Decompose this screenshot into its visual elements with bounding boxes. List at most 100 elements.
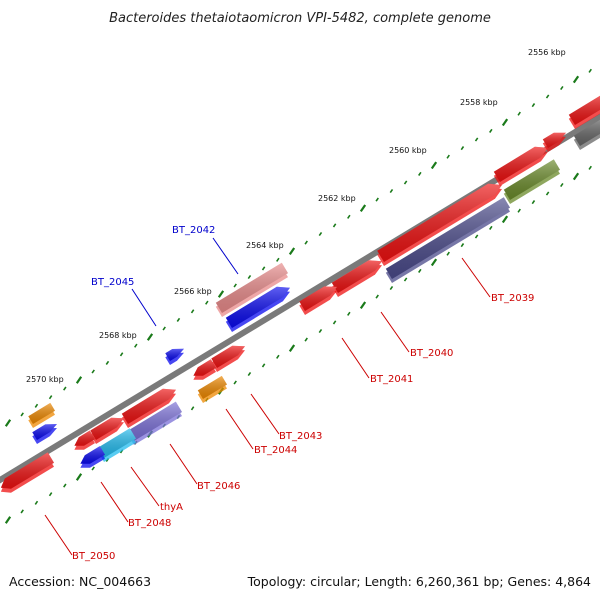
gene-label-bt2043[interactable]: BT_2043 [279, 431, 322, 442]
outer-scale-tick [304, 240, 308, 245]
gene-label-bt2042[interactable]: BT_2042 [172, 225, 215, 236]
gene-label-bt2045[interactable]: BT_2045 [91, 277, 134, 288]
tick-label-2566: 2566 kbp [174, 287, 212, 296]
outer-scale-tick [375, 197, 379, 202]
gene-feature-bt2050[interactable] [0, 452, 54, 493]
gene-feature-thya-b[interactable] [97, 428, 136, 462]
gene-label-bt2046[interactable]: BT_2046 [197, 481, 240, 492]
tick-label-2560: 2560 kbp [389, 146, 427, 155]
outer-scale-tick [233, 283, 237, 288]
leader-thya [130, 466, 160, 507]
gene-feature-bt2045[interactable] [165, 348, 184, 365]
inner-scale-tick [560, 182, 564, 188]
inner-scale-tick [48, 492, 53, 497]
inner-scale-tick [460, 243, 465, 248]
gene-feature-bt2039-b[interactable] [493, 146, 548, 186]
inner-scale-tick [190, 406, 195, 411]
inner-scale-tick [403, 277, 408, 282]
inner-scale-tick [276, 354, 280, 359]
outer-scale-tick [418, 171, 422, 176]
gene-feature-edge-gray[interactable] [573, 118, 600, 151]
outer-scale-tick [501, 118, 509, 127]
tick-label-2570: 2570 kbp [26, 375, 64, 384]
leader-bt2046 [169, 443, 198, 485]
gene-feature-bt2042[interactable] [215, 262, 288, 317]
gene-feature-bt2039-a-shine [377, 183, 502, 262]
gene-feature-edge-red[interactable] [568, 95, 600, 129]
gene-feature-bt2046-b-shine [127, 401, 182, 441]
gene-feature-bt2041[interactable] [299, 286, 337, 315]
inner-scale-tick [489, 225, 493, 230]
gene-feature-bt2039-a[interactable] [377, 183, 502, 266]
gene-feature-small-orange-shine [28, 402, 55, 424]
outer-scale-tick [389, 188, 394, 194]
gene-label-bt2041[interactable]: BT_2041 [370, 374, 413, 385]
gene-label-bt2039[interactable]: BT_2039 [491, 293, 534, 304]
gene-feature-bt2042-b-shine [225, 286, 290, 328]
inner-scale-tick [318, 328, 323, 334]
gene-feature-bt2040[interactable] [331, 260, 382, 297]
gene-label-bt2040[interactable]: BT_2040 [410, 348, 453, 359]
outer-scale-tick [205, 300, 209, 305]
inner-scale-tick [474, 234, 479, 239]
gene-feature-bt2043-b[interactable] [193, 359, 216, 380]
gene-label-thya[interactable]: thyA [160, 502, 183, 513]
scale-ticks [4, 68, 592, 524]
gene-feature-bt2042-b[interactable] [225, 286, 290, 332]
inner-scale-tick [75, 473, 83, 481]
gene-feature-bt2041-shine [299, 286, 337, 311]
outer-scale-tick [146, 333, 154, 341]
gene-feature-edge-gray-shine [573, 119, 600, 146]
outer-scale-tick [403, 180, 408, 185]
gene-feature-red-small-shine [542, 132, 566, 148]
map-title: Bacteroides thetaiotaomicron VPI-5482, c… [109, 11, 491, 26]
leader-bt2039 [461, 257, 491, 298]
gene-feature-small-orange[interactable] [28, 402, 55, 428]
outer-scale-tick [545, 94, 550, 99]
gene-feature-bt2046-b[interactable] [127, 401, 182, 445]
inner-scale-tick [531, 200, 536, 205]
gene-label-bt2048[interactable]: BT_2048 [128, 518, 171, 529]
outer-scale-tick [517, 111, 521, 116]
gene-feature-olive[interactable] [503, 159, 560, 204]
gene-labels: BT_2039 BT_2040 BT_2041 BT_2042 BT_2043 … [72, 225, 534, 562]
gene-feature-bt2043[interactable] [211, 345, 245, 372]
inner-scale-tick [588, 165, 592, 170]
gene-feature-bt2048-shine [74, 430, 95, 446]
gene-label-bt2050[interactable]: BT_2050 [72, 551, 115, 562]
gene-feature-small-blue-shine [32, 424, 57, 440]
gene-feature-thya[interactable] [90, 417, 124, 444]
gene-feature-bt2039-b-shine [493, 146, 548, 182]
inner-scale-tick [34, 500, 39, 505]
leader-bt2048 [100, 481, 129, 523]
gene-feature-bt2048[interactable] [74, 430, 95, 450]
inner-scale-tick [446, 251, 450, 256]
outer-scale-tick [572, 75, 580, 84]
outer-scale-tick [4, 419, 12, 427]
gene-feature-edge-red-shine [568, 95, 600, 125]
gene-feature-thya-b-shine [97, 428, 136, 458]
gene-feature-bt2046[interactable] [121, 388, 176, 428]
inner-scale-tick [91, 466, 95, 471]
gene-feature-small-blue[interactable] [32, 424, 57, 444]
label-leaders [44, 237, 491, 556]
inner-scale-tick [20, 509, 24, 514]
gene-feature-bt2040-shine [331, 260, 382, 293]
gene-label-bt2044[interactable]: BT_2044 [254, 445, 297, 456]
outer-scale-tick [134, 343, 138, 348]
outer-scale-tick [34, 403, 39, 408]
gene-feature-bt2044[interactable] [197, 375, 227, 403]
tick-label-2556: 2556 kbp [528, 48, 566, 57]
leader-bt2050 [44, 514, 73, 556]
inner-scale-tick [389, 285, 394, 291]
tick-label-2568: 2568 kbp [99, 331, 137, 340]
outer-scale-tick [176, 317, 181, 322]
gene-feature-bt2048-b[interactable] [80, 446, 105, 468]
gene-feature-bt2044-shine [197, 375, 227, 399]
gene-feature-red-small[interactable] [542, 132, 566, 152]
gene-features [0, 95, 600, 493]
gene-feature-bt2039[interactable] [385, 197, 510, 283]
outer-scale-tick [474, 137, 479, 142]
inner-scale-tick [418, 268, 422, 273]
